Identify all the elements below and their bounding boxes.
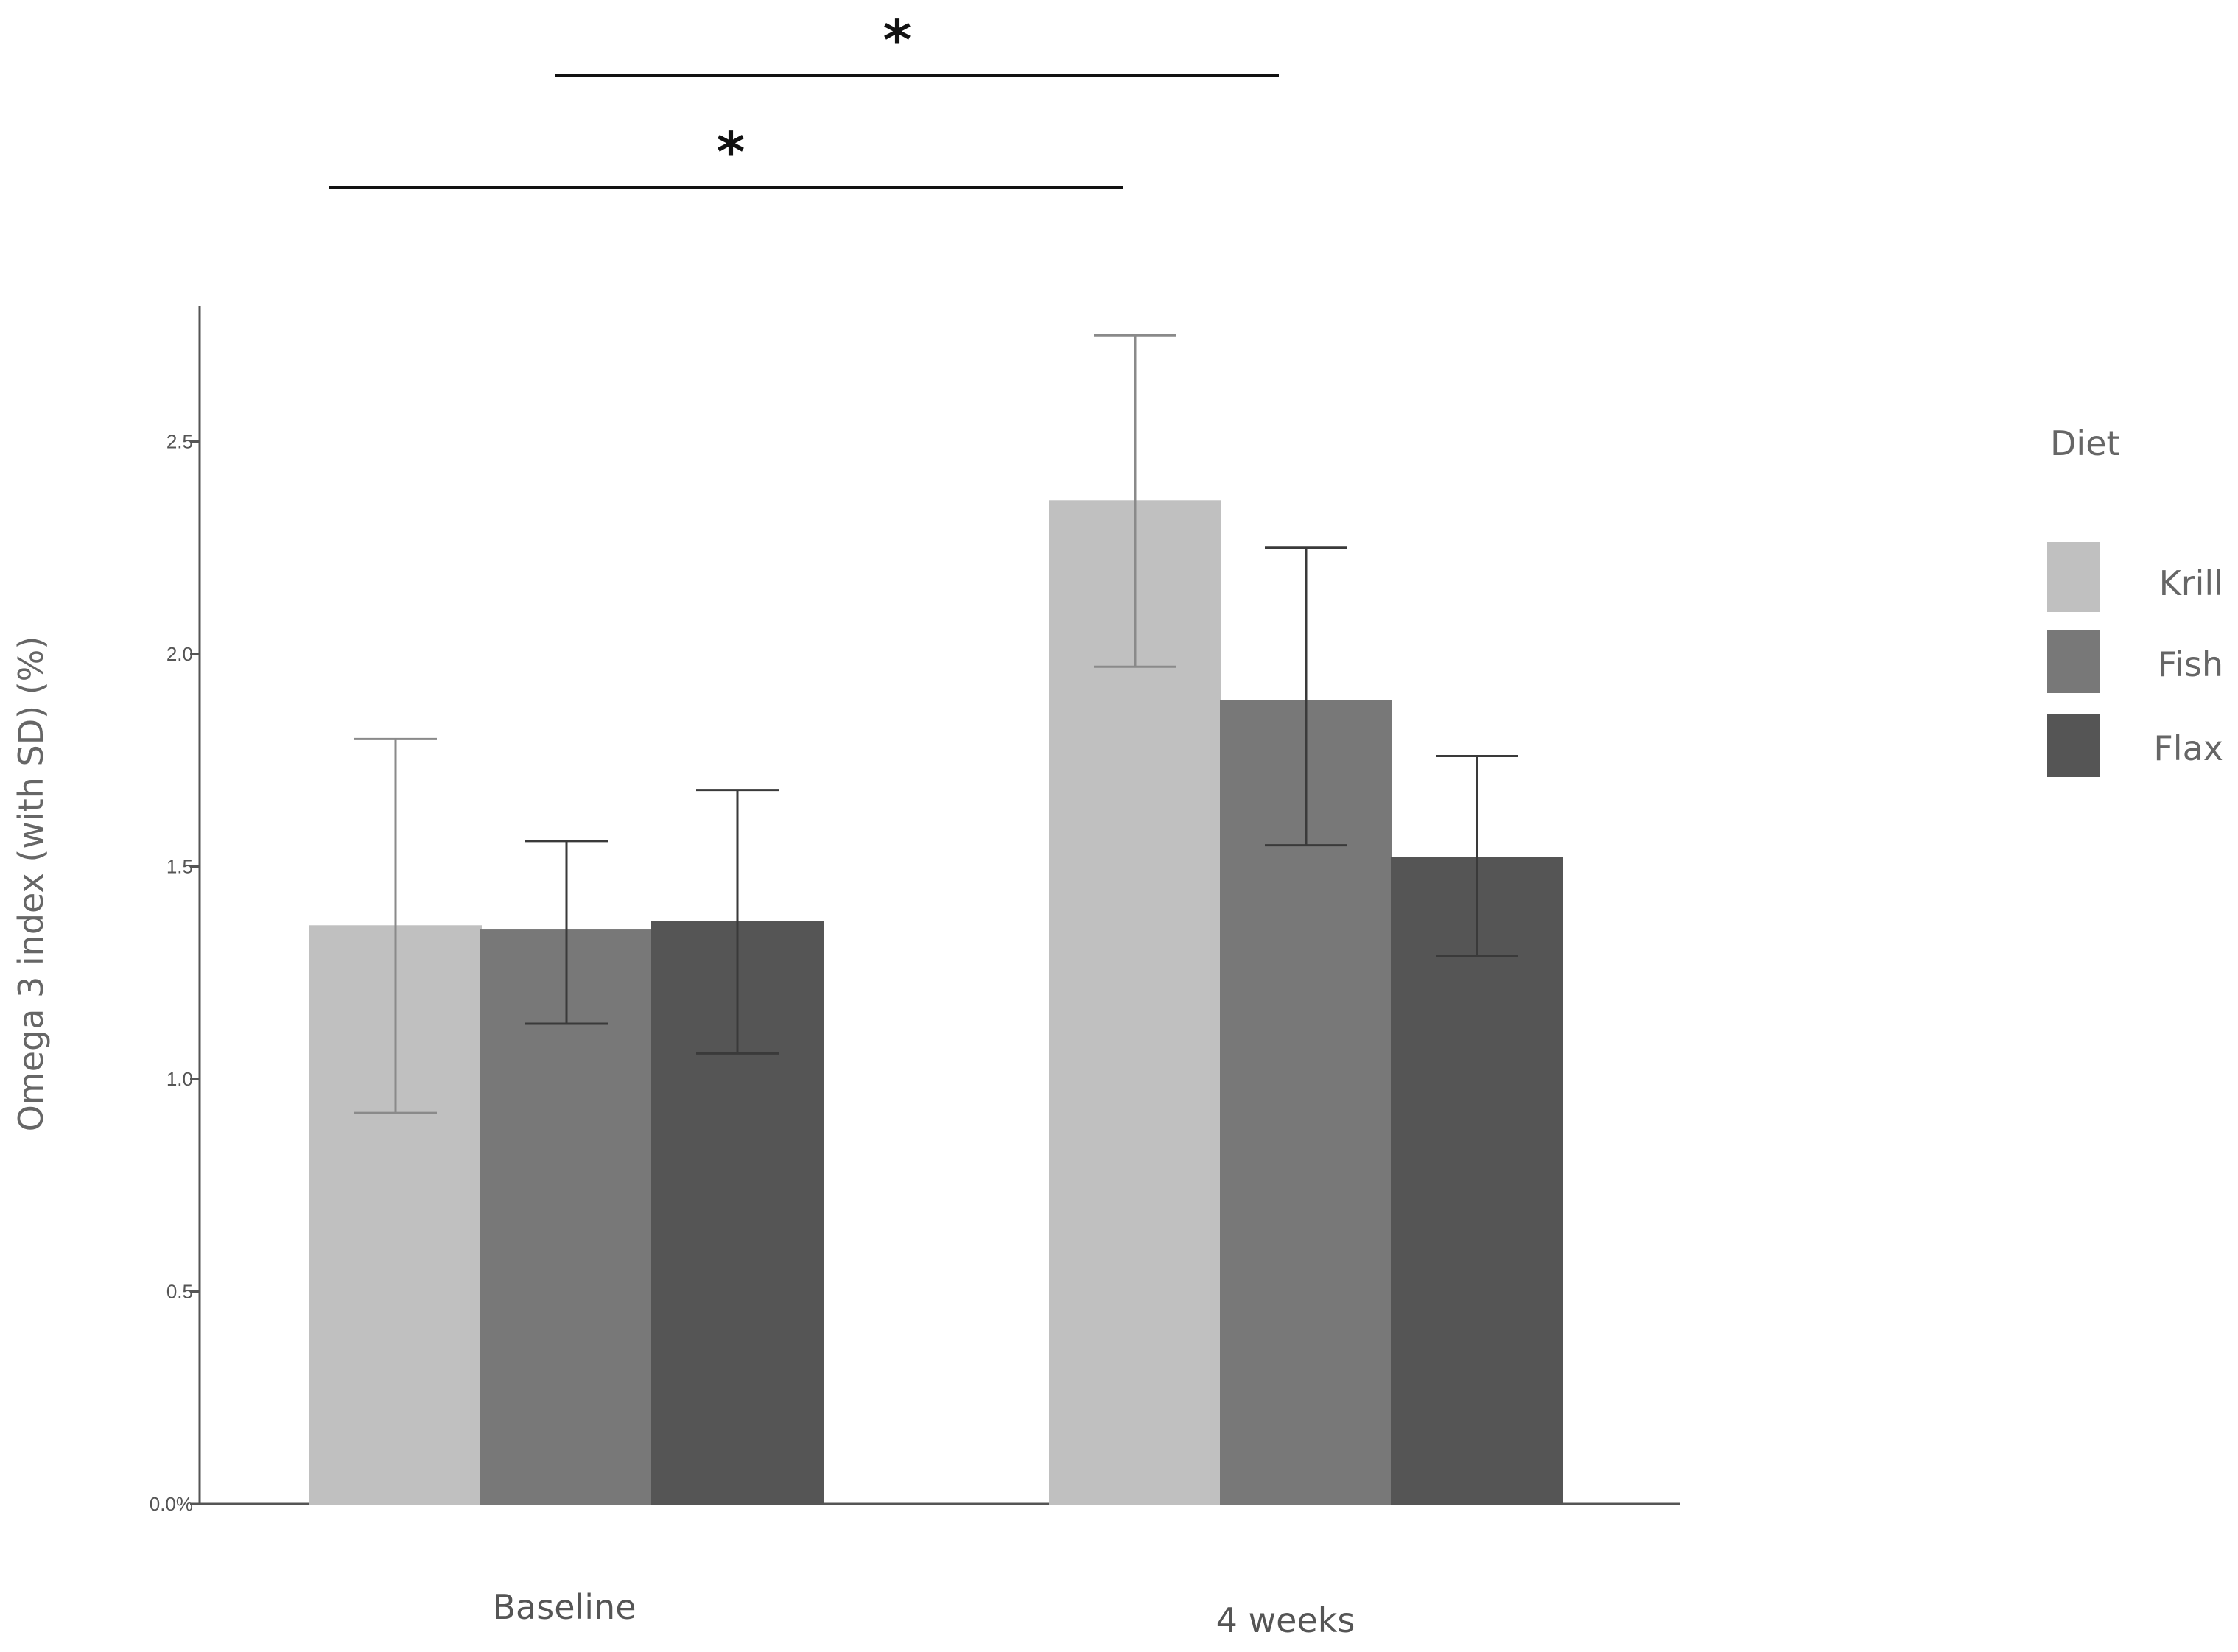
legend-label-fish: Fish xyxy=(2158,644,2223,684)
x-category-label: Baseline xyxy=(492,1587,636,1627)
error-bars xyxy=(354,334,1518,1114)
legend: Krill Fish Flax xyxy=(2047,542,2223,777)
legend-title: Diet xyxy=(2050,423,2120,463)
x-category-label: 4 weeks xyxy=(1216,1600,1355,1640)
legend-swatch-flax xyxy=(2047,714,2100,777)
legend-label-krill: Krill xyxy=(2159,563,2223,603)
legend-swatch-krill xyxy=(2047,542,2100,612)
significance-star: * xyxy=(883,9,912,72)
y-tick-label: 0.5 xyxy=(166,1281,193,1303)
significance-annotations: ** xyxy=(329,9,1279,189)
y-tick-label: 1.5 xyxy=(166,856,193,878)
y-tick-label: 0.0% xyxy=(150,1493,193,1515)
bar-fish xyxy=(480,929,653,1505)
y-tick-label: 2.0 xyxy=(166,643,193,665)
y-axis-label: Omega 3 index (with SD) (%) xyxy=(11,636,51,1132)
bar-flax xyxy=(1391,857,1563,1505)
x-category-labels: Baseline 4 weeks xyxy=(492,1587,1355,1640)
bars xyxy=(309,500,1563,1505)
legend-label-flax: Flax xyxy=(2153,728,2223,768)
bar-krill xyxy=(1049,500,1221,1505)
significance-star: * xyxy=(717,121,746,184)
y-tick-label: 1.0 xyxy=(166,1068,193,1090)
legend-swatch-fish xyxy=(2047,630,2100,693)
y-tick-label: 2.5 xyxy=(166,431,193,453)
y-ticks: 0.0% 0.5 1.0 1.5 2.0 2.5 xyxy=(150,431,200,1515)
